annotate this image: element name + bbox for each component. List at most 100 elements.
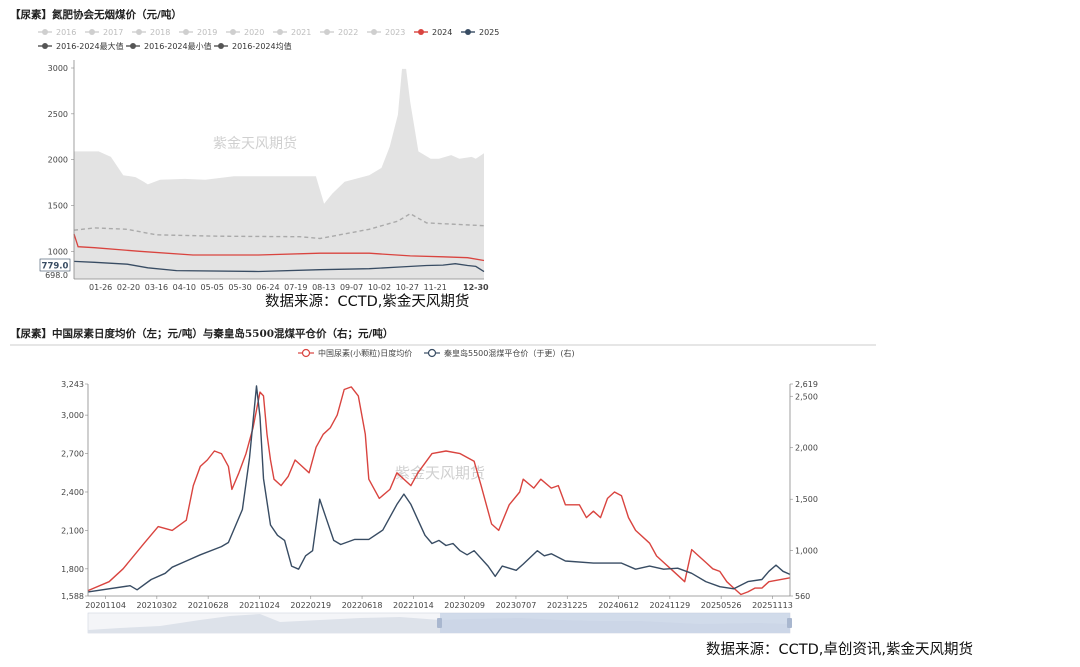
chart1-legend-marker-band-2[interactable] [218, 43, 224, 49]
chart1-legend: 2016 2017 2018 2019 2020 2021 2022 2023 2024 2025… [38, 28, 499, 51]
chart1-legend-marker-2019[interactable] [183, 29, 189, 35]
chart1-y-min-label: 698.0 [45, 271, 68, 280]
chart1-series-mean [73, 212, 485, 240]
chart1-title: 【尿素】氮肥协会无烟煤价（元/吨） [10, 8, 182, 21]
chart2-title: 【尿素】中国尿素日度均价（左；元/吨）与秦皇岛5500混煤平仓价（右；元/吨） [10, 327, 393, 340]
chart2-xtick-label: 20240612 [598, 601, 639, 610]
chart1-xtick-label: 11-21 [424, 283, 447, 292]
chart1-legend-marker-2017[interactable] [89, 29, 95, 35]
chart1-legend-label-2017[interactable]: 2017 [103, 28, 123, 37]
chart2-yright-tick-label: 2,000 [795, 444, 818, 453]
chart1-legend-label-2025[interactable]: 2025 [479, 28, 499, 37]
chart1-series-2025 [73, 260, 485, 273]
chart2-legend: 中国尿素(小颗粒)日度均价 秦皇岛5500混煤平仓价（于更）(右) [298, 348, 575, 358]
chart2-xtick-label: 20251113 [752, 601, 793, 610]
chart2-series-urea [87, 386, 791, 596]
chart2-xtick-label: 20230707 [496, 601, 537, 610]
chart1-legend-label-2024[interactable]: 2024 [432, 28, 452, 37]
chart1-legend-label-2021[interactable]: 2021 [291, 28, 311, 37]
chart1-legend-marker-2018[interactable] [136, 29, 142, 35]
chart2-legend-marker-0[interactable] [301, 348, 311, 358]
chart1-source: 数据来源：CCTD,紫金天风期货 [265, 293, 469, 310]
chart1-legend-label-band-1[interactable]: 2016-2024最小值 [144, 41, 212, 51]
chart1-legend-marker-band-0[interactable] [42, 43, 48, 49]
chart1-legend-label-2018[interactable]: 2018 [150, 28, 170, 37]
chart1-xtick-label: 05-05 [201, 283, 224, 292]
chart1-xtick-label: 05-30 [228, 283, 251, 292]
chart1-legend-label-2022[interactable]: 2022 [338, 28, 358, 37]
chart2-yright-tick-label: 1,000 [795, 547, 818, 556]
chart1-legend-marker-2021[interactable] [277, 29, 283, 35]
chart1-xtick-label: 03-16 [145, 283, 168, 292]
chart1-legend-marker-2020[interactable] [230, 29, 236, 35]
chart1-last-value-box [39, 258, 71, 272]
chart2-xtick-label: 20231225 [547, 601, 588, 610]
chart2-xtick-label: 20230209 [444, 601, 485, 610]
chart1-ytick-label: 2000 [48, 156, 68, 165]
chart1-xtick-label: 06-24 [256, 283, 279, 292]
chart2-y-left-ticks: 3,243 3,000 2,700 2,400 2,100 1,800 1,588 [61, 380, 88, 601]
chart2-xtick-label: 20211024 [239, 601, 280, 610]
chart2-series-coal [87, 385, 791, 593]
chart2-legend-marker-1[interactable] [427, 348, 437, 358]
datazoom-handle-left[interactable] [437, 618, 442, 628]
chart1-xtick-label: 08-13 [312, 283, 335, 292]
chart1-legend-label-band-0[interactable]: 2016-2024最大值 [56, 41, 124, 51]
chart1-xtick-label: 07-19 [284, 283, 307, 292]
chart2-x-ticks: 20201104 20210302 20210628 20211024 20220219… [85, 596, 793, 610]
chart1-legend-marker-2016[interactable] [42, 29, 48, 35]
chart2-xtick-label: 20250526 [701, 601, 742, 610]
chart1-legend-marker-2024[interactable] [418, 29, 424, 35]
chart1-xtick-label: 12-30 [463, 283, 489, 292]
chart1-ytick-label: 1500 [48, 201, 68, 210]
chart2-yleft-tick-label: 3,243 [61, 380, 84, 389]
chart1-xtick-label: 01-26 [89, 283, 112, 292]
chart1-watermark: 紫金天风期货 [213, 135, 297, 152]
chart2-lines [87, 385, 791, 596]
chart1-xtick-label: 04-10 [173, 283, 196, 292]
datazoom-selection[interactable] [440, 613, 790, 633]
chart2-xtick-label: 20201104 [85, 601, 126, 610]
chart2-yleft-tick-label: 1,588 [61, 592, 84, 601]
chart1-xtick-label: 09-07 [340, 283, 363, 292]
chart2-y-right-ticks: 2,619 2,500 2,000 1,500 1,000 560 [790, 380, 818, 601]
chart2-legend-label-0[interactable]: 中国尿素(小颗粒)日度均价 [318, 348, 412, 358]
chart1-x-ticks: 01-26 02-20 03-16 04-10 05-05 05-30 06-24 07-19… [89, 283, 489, 292]
chart1-legend-label-2016[interactable]: 2016 [56, 28, 76, 37]
chart1-legend-label-2019[interactable]: 2019 [197, 28, 217, 37]
chart1: 【尿素】氮肥协会无烟煤价（元/吨） 2016 2017 2018 2019 2020 20… [10, 8, 499, 292]
chart1-legend-label-2023[interactable]: 2023 [385, 28, 405, 37]
chart1-legend-marker-2025[interactable] [465, 29, 471, 35]
chart2-xtick-label: 20241129 [649, 601, 690, 610]
chart2-datazoom[interactable] [87, 612, 792, 634]
chart2-yleft-tick-label: 2,100 [61, 526, 84, 535]
chart2-yleft-tick-label: 1,800 [61, 565, 84, 574]
chart1-xtick-label: 02-20 [117, 283, 140, 292]
chart1-series-2024 [73, 233, 485, 262]
chart1-legend-marker-band-1[interactable] [130, 43, 136, 49]
chart2-yright-tick-label: 1,500 [795, 495, 818, 504]
chart1-legend-marker-2022[interactable] [324, 29, 330, 35]
chart1-legend-label-2020[interactable]: 2020 [244, 28, 264, 37]
chart2-xtick-label: 20210628 [188, 601, 229, 610]
chart2-yright-tick-label: 2,500 [795, 392, 818, 401]
chart2-yright-tick-label: 560 [795, 592, 810, 601]
chart2-xtick-label: 20220219 [290, 601, 331, 610]
chart2-xtick-label: 20221014 [393, 601, 434, 610]
chart2-watermark: 紫金天风期货 [395, 464, 485, 482]
chart2-yright-tick-label: 2,619 [795, 380, 818, 389]
chart1-legend-marker-2023[interactable] [371, 29, 377, 35]
chart2-yleft-tick-label: 3,000 [61, 411, 84, 420]
chart1-legend-label-band-2[interactable]: 2016-2024均值 [232, 41, 292, 51]
chart1-lines [73, 212, 485, 273]
chart1-xtick-label: 10-27 [396, 283, 419, 292]
datazoom-handle-right[interactable] [787, 618, 792, 628]
chart1-ytick-label: 2500 [48, 110, 68, 119]
chart1-ytick-label: 3000 [48, 64, 68, 73]
chart1-y-ticks: 3000 2500 2000 1500 1000 [48, 64, 74, 256]
chart2-xtick-label: 20220618 [342, 601, 383, 610]
chart2-legend-label-1[interactable]: 秦皇岛5500混煤平仓价（于更）(右) [444, 348, 575, 358]
chart2: 【尿素】中国尿素日度均价（左；元/吨）与秦皇岛5500混煤平仓价（右；元/吨） … [10, 327, 876, 634]
chart1-ytick-label: 1000 [48, 247, 68, 256]
